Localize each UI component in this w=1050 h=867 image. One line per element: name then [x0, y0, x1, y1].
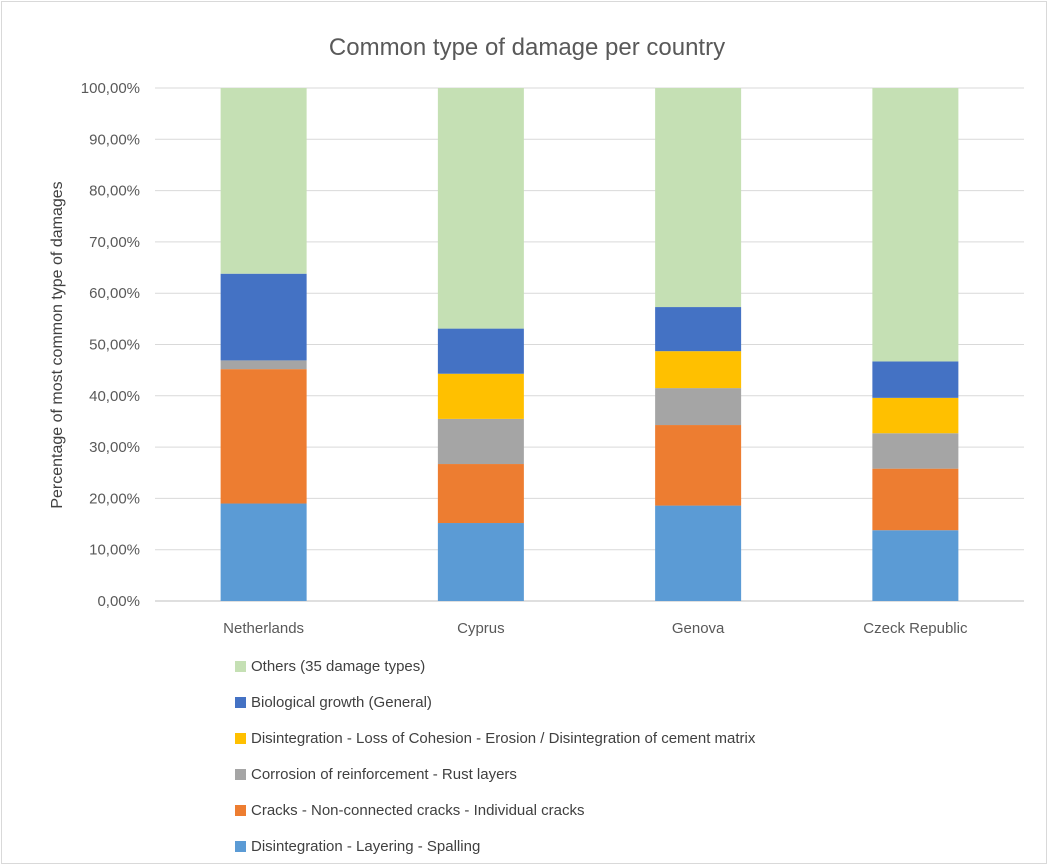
bar-segment — [655, 351, 742, 389]
legend-label: Others (35 damage types) — [251, 658, 425, 675]
legend-swatch — [235, 805, 246, 816]
bar-segment — [872, 88, 959, 362]
bar-segment — [872, 530, 959, 601]
x-axis-ticks: Netherlands Cyprus Genova Czeck Republic — [223, 620, 968, 637]
bar-segment — [872, 361, 959, 398]
bar-stack-cyprus — [437, 88, 524, 601]
y-tick-label: 30,00% — [89, 439, 140, 456]
y-tick-label: 60,00% — [89, 285, 140, 302]
bar-segment — [655, 505, 742, 601]
y-tick-label: 0,00% — [97, 593, 140, 610]
bar-segment — [220, 88, 307, 274]
y-tick-label: 50,00% — [89, 337, 140, 354]
legend-item: Others (35 damage types) — [235, 658, 425, 675]
legend-item: Corrosion of reinforcement - Rust layers — [235, 766, 517, 783]
y-tick-label: 100,00% — [81, 80, 140, 97]
y-axis-ticks: 0,00% 10,00% 20,00% 30,00% 40,00% 50,00% 60,00… — [81, 80, 140, 610]
bar-stack-genova — [655, 88, 742, 601]
x-tick-label: Czeck Republic — [863, 620, 968, 637]
bar-segment — [655, 425, 742, 506]
legend-item: Cracks - Non-connected cracks - Individu… — [235, 802, 584, 819]
bar-segment — [655, 307, 742, 352]
bar-segment — [437, 88, 524, 329]
bar-stacks — [220, 88, 959, 601]
legend-label: Biological growth (General) — [251, 694, 432, 711]
x-tick-label: Genova — [672, 620, 725, 637]
legend-label: Cracks - Non-connected cracks - Individu… — [251, 802, 584, 819]
legend-swatch — [235, 733, 246, 744]
y-tick-label: 80,00% — [89, 183, 140, 200]
legend-item: Disintegration - Layering - Spalling — [235, 838, 480, 855]
legend-swatch — [235, 661, 246, 672]
bar-segment — [437, 418, 524, 465]
bar-stack-netherlands — [220, 88, 307, 601]
bar-segment — [220, 369, 307, 504]
bar-segment — [655, 88, 742, 308]
bar-segment — [872, 433, 959, 469]
legend-swatch — [235, 841, 246, 852]
legend-label: Disintegration - Layering - Spalling — [251, 838, 480, 855]
bar-segment — [437, 328, 524, 374]
y-tick-label: 90,00% — [89, 131, 140, 148]
legend-label: Corrosion of reinforcement - Rust layers — [251, 766, 517, 783]
y-tick-label: 70,00% — [89, 234, 140, 251]
x-tick-label: Cyprus — [457, 620, 505, 637]
bar-stack-czeck-republic — [872, 88, 959, 601]
bar-segment — [437, 464, 524, 524]
legend-swatch — [235, 697, 246, 708]
y-tick-label: 10,00% — [89, 542, 140, 559]
y-tick-label: 40,00% — [89, 388, 140, 405]
legend-item: Biological growth (General) — [235, 694, 432, 711]
bar-segment — [220, 273, 307, 361]
bar-segment — [437, 373, 524, 419]
x-tick-label: Netherlands — [223, 620, 304, 637]
y-tick-label: 20,00% — [89, 490, 140, 507]
chart-title: Common type of damage per country — [329, 34, 725, 61]
bar-segment — [220, 360, 307, 370]
legend: Others (35 damage types) Biological growt… — [235, 658, 756, 855]
bar-segment — [437, 523, 524, 601]
y-axis-label: Percentage of most common type of damage… — [49, 181, 66, 508]
bar-segment — [872, 397, 959, 434]
bar-segment — [220, 503, 307, 601]
legend-item: Disintegration - Loss of Cohesion - Eros… — [235, 730, 756, 747]
bar-segment — [655, 388, 742, 426]
bar-segment — [872, 468, 959, 531]
legend-swatch — [235, 769, 246, 780]
legend-label: Disintegration - Loss of Cohesion - Eros… — [251, 730, 756, 747]
